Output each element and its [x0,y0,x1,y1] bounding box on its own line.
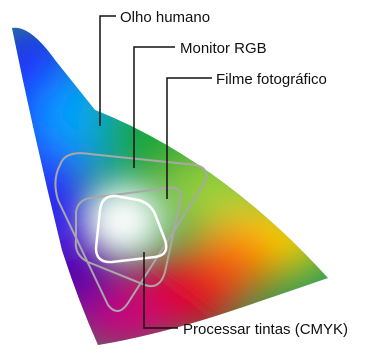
label-human-eye: Olho humano [120,9,210,26]
leader-line-human-eye [99,15,116,126]
label-cmyk: Processar tintas (CMYK) [183,321,348,338]
gamut-outline-rgb-monitor [74,186,182,288]
leader-line-rgb-monitor [133,46,175,168]
label-photo-film: Filme fotográfico [216,71,327,88]
leader-line-cmyk [143,252,178,329]
leader-line-photo-film [166,77,212,199]
label-rgb-monitor: Monitor RGB [180,40,267,57]
gamut-outline-photo-film [94,194,168,264]
